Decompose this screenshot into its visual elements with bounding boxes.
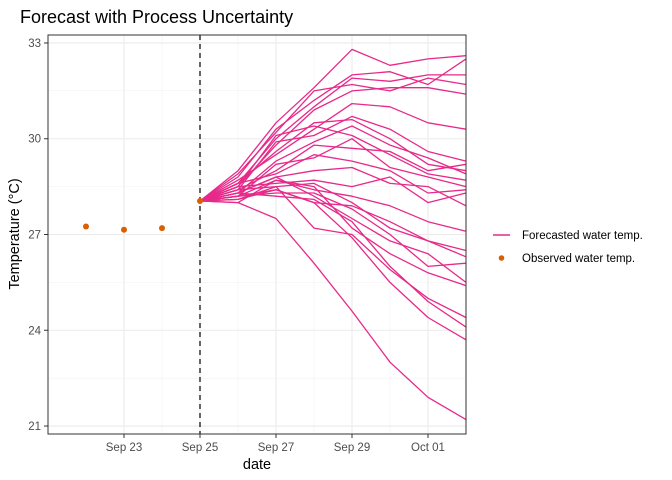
forecast-line: [199, 185, 467, 319]
y-tick-label: 27: [28, 230, 41, 242]
legend: Forecasted water temp. Observed water tem…: [493, 230, 643, 265]
x-axis-title: date: [243, 457, 271, 473]
legend-key-point: [498, 255, 505, 261]
y-axis: 21 24 27 30 33: [28, 38, 48, 433]
chart-title: Forecast with Process Uncertainty: [20, 7, 293, 27]
y-tick-label: 30: [28, 134, 41, 146]
x-tick-label: Sep 25: [182, 442, 218, 454]
x-tick-label: Sep 27: [258, 442, 294, 454]
legend-label: Observed water temp.: [522, 253, 635, 265]
forecast-line: [199, 102, 467, 202]
forecast-line: [199, 182, 467, 258]
forecast-line: [199, 176, 467, 204]
observed-point: [83, 223, 89, 230]
observed-point: [159, 225, 165, 232]
x-axis: Sep 23 Sep 25 Sep 27 Sep 29 Oct 01: [106, 434, 445, 454]
forecast-line: [199, 200, 467, 421]
x-tick-label: Sep 23: [106, 442, 142, 454]
x-tick-label: Sep 29: [334, 442, 370, 454]
y-tick-label: 21: [28, 421, 41, 433]
forecast-line: [199, 48, 467, 202]
observed-series: [83, 197, 203, 233]
y-axis-title: Temperature (°C): [7, 178, 23, 289]
forecast-line: [199, 87, 467, 202]
forecast-line: [199, 192, 467, 328]
legend-label: Forecasted water temp.: [522, 230, 643, 242]
forecast-line: [199, 154, 467, 202]
y-tick-label: 24: [28, 325, 41, 337]
forecast-series: [199, 48, 467, 421]
y-tick-label: 33: [28, 38, 41, 50]
observed-point: [121, 226, 127, 233]
forecast-line: [199, 179, 467, 287]
forecast-line: [199, 125, 467, 202]
forecast-line: [199, 125, 467, 202]
observed-point: [197, 197, 203, 204]
x-tick-label: Oct 01: [411, 442, 445, 454]
forecast-line: [199, 189, 467, 341]
forecast-line: [199, 77, 467, 202]
